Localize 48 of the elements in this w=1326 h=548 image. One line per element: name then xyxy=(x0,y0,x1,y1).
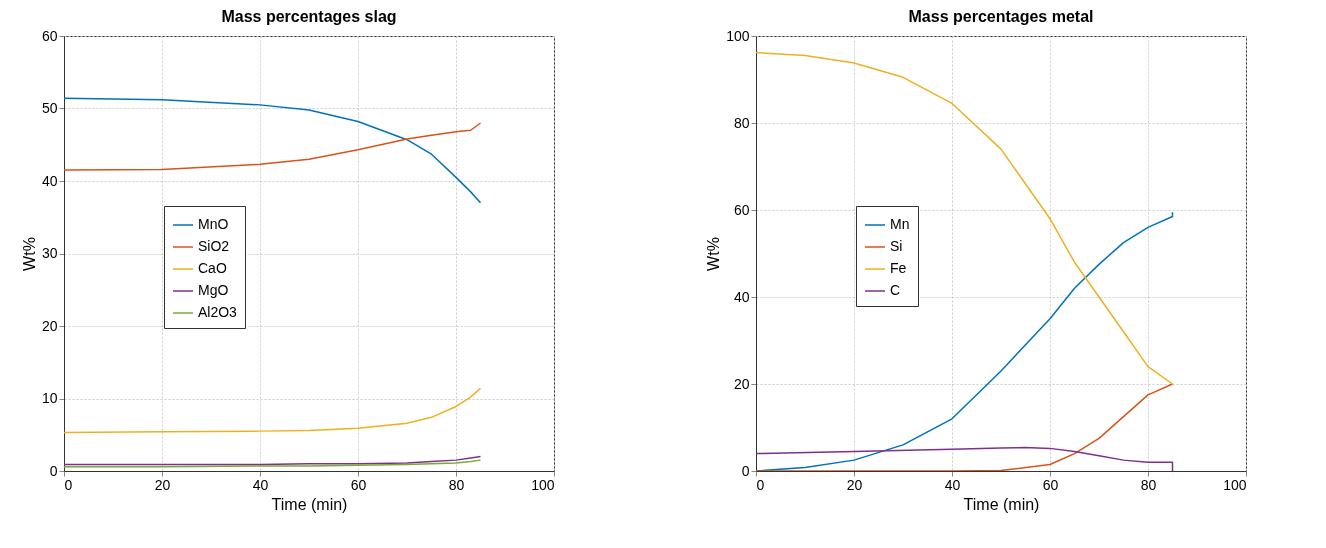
x-tick-label: 40 xyxy=(252,476,269,493)
y-tick-label: 80 xyxy=(733,114,750,131)
x-tick-label: 0 xyxy=(64,476,73,493)
x-tick-label: 60 xyxy=(350,476,367,493)
x-tick-label: 20 xyxy=(154,476,171,493)
y-tick-label: 0 xyxy=(49,462,58,479)
line-series xyxy=(64,455,482,466)
y-tick-label: 60 xyxy=(733,201,750,218)
line-series xyxy=(756,446,1174,471)
x-tick-label: 80 xyxy=(448,476,465,493)
line-series xyxy=(64,459,482,468)
legend-label: C xyxy=(890,282,901,298)
line-series xyxy=(64,97,482,204)
x-axis-title: Time (min) xyxy=(963,495,1040,513)
x-tick-label: 80 xyxy=(1140,476,1157,493)
legend-label: CaO xyxy=(198,260,227,276)
x-tick-label: 100 xyxy=(1223,476,1247,493)
y-tick-label: 40 xyxy=(733,288,750,305)
y-tick-label: 10 xyxy=(41,390,58,406)
chart-title: Mass percentages metal xyxy=(908,8,1094,25)
chart-title: Mass percentages slag xyxy=(221,8,397,25)
line-series xyxy=(756,383,1174,471)
y-tick-label: 40 xyxy=(41,172,58,189)
x-tick-label: 60 xyxy=(1042,476,1059,493)
y-tick-label: 30 xyxy=(41,245,58,261)
legend-label: Mn xyxy=(890,216,910,232)
legend-label: Al2O3 xyxy=(198,304,238,320)
y-axis-title: Wt% xyxy=(705,237,723,271)
line-series xyxy=(64,122,482,171)
line-series xyxy=(756,51,1174,385)
line-series xyxy=(64,387,482,434)
y-axis-title: Wt% xyxy=(20,237,38,271)
x-tick-label: 100 xyxy=(531,476,555,493)
legend-label: SiO2 xyxy=(198,238,230,254)
y-tick-label: 20 xyxy=(733,375,750,392)
x-tick-label: 40 xyxy=(944,476,961,493)
y-tick-label: 50 xyxy=(41,100,58,116)
x-tick-label: 20 xyxy=(846,476,863,493)
x-tick-label: 0 xyxy=(756,476,765,493)
legend-label: Fe xyxy=(890,260,907,276)
y-tick-label: 100 xyxy=(726,27,750,44)
y-tick-label: 20 xyxy=(41,317,58,334)
legend-label: MnO xyxy=(198,216,229,232)
y-tick-label: 60 xyxy=(41,27,58,44)
x-axis-title: Time (min) xyxy=(271,495,348,513)
legend-label: Si xyxy=(890,238,903,254)
y-tick-label: 0 xyxy=(741,462,750,479)
legend-label: MgO xyxy=(198,282,229,298)
